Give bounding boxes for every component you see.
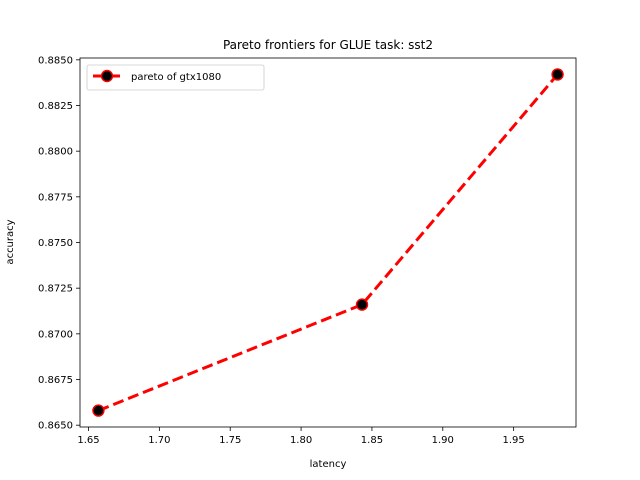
data-point (92, 404, 105, 417)
x-tick-label: 1.70 (148, 435, 170, 446)
tick-layer: 1.65 1.70 1.75 1.80 1.85 1.90 1.95 0.8650 0.8675… (38, 55, 525, 446)
y-tick-label: 0.8650 (38, 421, 73, 432)
x-tick-label: 1.95 (503, 435, 525, 446)
y-tick-label: 0.8800 (38, 147, 73, 158)
y-tick-label: 0.8850 (38, 55, 73, 66)
legend-box (86, 64, 265, 91)
series-line (97, 73, 559, 412)
y-tick-label: 0.8775 (38, 192, 73, 203)
x-tick-label: 1.75 (219, 435, 241, 446)
legend-marker-sample (100, 69, 114, 83)
y-tick-label: 0.8750 (38, 238, 73, 249)
plot-area-frame (79, 57, 577, 428)
y-tick-label: 0.8825 (38, 101, 73, 112)
x-tick-label: 1.90 (432, 435, 454, 446)
x-axis-label: latency (310, 459, 347, 470)
x-tick-label: 1.85 (361, 435, 383, 446)
x-tick-label: 1.80 (290, 435, 312, 446)
y-tick-label: 0.8725 (38, 284, 73, 295)
data-point (551, 68, 564, 81)
legend-entry-label: pareto of gtx1080 (131, 72, 221, 83)
chart-title: Pareto frontiers for GLUE task: sst2 (223, 38, 433, 52)
y-tick-label: 0.8700 (38, 329, 73, 340)
x-tick-label: 1.65 (77, 435, 99, 446)
y-axis-label: accuracy (5, 219, 16, 264)
legend: pareto of gtx1080 (86, 64, 265, 91)
data-point (355, 298, 369, 311)
series-layer (92, 68, 564, 417)
y-tick-label: 0.8675 (38, 375, 73, 386)
